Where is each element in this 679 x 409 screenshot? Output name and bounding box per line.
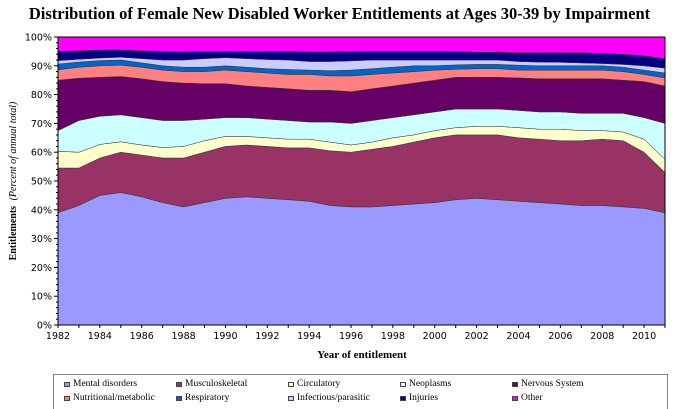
- x-tick-label: 1986: [130, 331, 154, 342]
- legend-label: Neoplasms: [409, 379, 452, 389]
- legend-label: Injuries: [409, 393, 439, 403]
- x-tick-label: 2004: [506, 331, 530, 342]
- y-tick-labels: 0% 10% 20% 30% 40% 50% 60% 70% 80% 90% 100%: [25, 33, 52, 332]
- y-axis-label: Entitlements (Percent of annual total): [8, 101, 19, 260]
- y-tick-label: 90%: [31, 61, 52, 72]
- x-tick-label: 1984: [88, 331, 112, 342]
- legend-label: Mental disorders: [73, 379, 138, 389]
- legend-swatch: [400, 395, 406, 401]
- stacked-areas: [57, 36, 666, 326]
- legend-swatch: [400, 381, 406, 387]
- area-mental-disorders: [57, 192, 666, 326]
- legend-label: Nutritional/metabolic: [73, 393, 155, 403]
- legend-item-nervous-system: Nervous System: [512, 379, 584, 389]
- legend-swatch: [176, 381, 182, 387]
- legend-item-respiratory: Respiratory: [176, 393, 229, 403]
- legend-swatch: [288, 395, 294, 401]
- legend-item-circulatory: Circulatory: [288, 379, 340, 389]
- legend-swatch: [176, 395, 182, 401]
- x-tick-label: 2010: [632, 331, 656, 342]
- legend-item-neoplasms: Neoplasms: [400, 379, 451, 389]
- y-axis-label-main: Entitlements: [8, 206, 19, 261]
- x-tick-label: 2000: [423, 331, 447, 342]
- y-tick-label: 0%: [37, 321, 52, 332]
- legend-label: Nervous System: [521, 379, 584, 389]
- legend-label: Respiratory: [185, 393, 230, 403]
- x-tick-label: 1988: [171, 331, 195, 342]
- y-axis-label-sub: (Percent of annual total): [8, 101, 19, 200]
- x-axis-label: Year of entitlement: [317, 349, 407, 361]
- legend-item-mental-disorders: Mental disorders: [64, 379, 137, 389]
- legend-label: Circulatory: [297, 379, 341, 389]
- x-tick-label: 1990: [213, 331, 237, 342]
- legend-label: Musculoskeletal: [185, 379, 248, 389]
- axes: [54, 36, 666, 328]
- legend-swatch: [288, 381, 294, 387]
- y-tick-label: 70%: [31, 119, 52, 130]
- x-tick-label: 2002: [465, 331, 489, 342]
- legend-swatch: [512, 395, 518, 401]
- legend-item-injuries: Injuries: [400, 393, 438, 403]
- legend-swatch: [512, 381, 518, 387]
- x-tick-label: 2006: [548, 331, 572, 342]
- legend-item-other: Other: [512, 393, 543, 403]
- y-tick-label: 80%: [31, 90, 52, 101]
- x-tick-label: 1996: [339, 331, 363, 342]
- legend-label: Other: [521, 393, 543, 403]
- y-tick-label: 100%: [25, 33, 52, 44]
- x-tick-label: 1992: [255, 331, 279, 342]
- legend-swatch: [64, 395, 70, 401]
- y-tick-label: 30%: [31, 234, 52, 245]
- x-tick-label: 2008: [590, 331, 614, 342]
- x-tick-label: 1998: [381, 331, 405, 342]
- chart-title: Distribution of Female New Disabled Work…: [28, 4, 651, 23]
- legend-item-infectious-parasitic: Infectious/parasitic: [288, 393, 370, 403]
- legend-label: Infectious/parasitic: [297, 393, 370, 403]
- y-tick-label: 20%: [31, 263, 52, 274]
- x-tick-labels: 1982 1984 1986 1988 1990 1992 1994 1996 1998 2000…: [46, 331, 656, 342]
- legend-swatch: [64, 381, 70, 387]
- legend-item-musculoskeletal: Musculoskeletal: [176, 379, 247, 389]
- y-tick-label: 60%: [31, 148, 52, 159]
- y-tick-label: 50%: [31, 177, 52, 188]
- y-tick-label: 40%: [31, 205, 52, 216]
- x-tick-label: 1982: [46, 331, 70, 342]
- legend-item-nutritional-metabolic: Nutritional/metabolic: [64, 393, 155, 403]
- legend: Mental disorders Musculoskeletal Circulato…: [53, 374, 668, 409]
- y-tick-label: 10%: [31, 292, 52, 303]
- x-tick-label: 1994: [297, 331, 321, 342]
